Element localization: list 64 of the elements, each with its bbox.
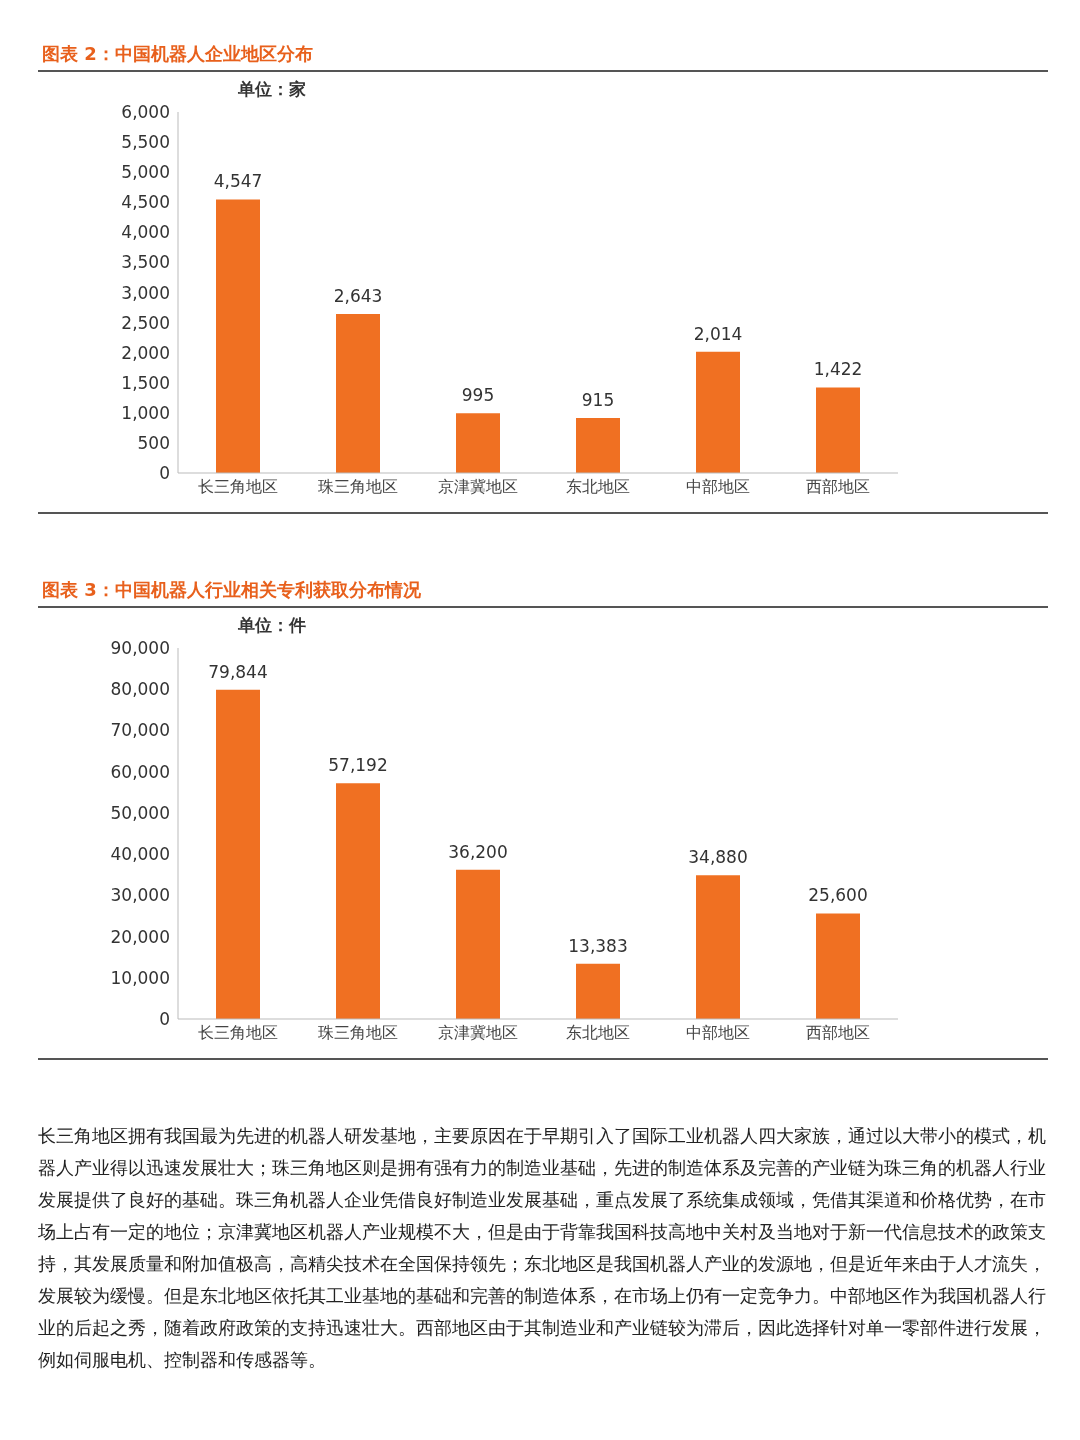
data-label: 995 <box>461 385 495 406</box>
x-tick-label: 京津冀地区 <box>438 1023 518 1043</box>
data-label: 79,844 <box>208 661 268 682</box>
y-tick-label: 70,000 <box>110 720 170 741</box>
bar <box>456 413 500 473</box>
y-tick-label: 80,000 <box>110 679 170 700</box>
bar <box>216 689 260 1019</box>
data-label: 34,880 <box>688 847 748 868</box>
text: 单位：件 <box>238 614 306 637</box>
bar <box>816 387 860 473</box>
y-tick-label: 30,000 <box>110 885 170 906</box>
bar <box>336 313 380 473</box>
y-tick-label: 0 <box>159 463 170 484</box>
x-tick-label: 珠三角地区 <box>318 477 398 497</box>
bar <box>576 963 620 1019</box>
bar <box>456 869 500 1019</box>
y-tick-label: 40,000 <box>110 844 170 865</box>
chart-title: 图表 2：中国机器人企业地区分布 <box>38 38 1048 72</box>
x-tick-label: 中部地区 <box>686 477 750 497</box>
data-label: 1,422 <box>813 359 863 380</box>
data-label: 915 <box>581 389 615 410</box>
y-tick-label: 60,000 <box>110 761 170 782</box>
y-tick-label: 50,000 <box>110 802 170 823</box>
data-label: 2,643 <box>333 285 383 306</box>
y-tick-label: 2,500 <box>121 312 170 333</box>
bar <box>576 417 620 473</box>
data-label: 57,192 <box>328 755 388 776</box>
y-tick-label: 2,000 <box>121 342 170 363</box>
data-label: 36,200 <box>448 841 508 862</box>
x-tick-label: 东北地区 <box>566 477 630 497</box>
y-tick-label: 5,500 <box>121 132 170 153</box>
x-tick-label: 西部地区 <box>806 1023 870 1043</box>
data-label: 4,547 <box>213 171 263 192</box>
x-tick-label: 长三角地区 <box>198 477 278 497</box>
y-tick-label: 4,000 <box>121 222 170 243</box>
bar <box>696 875 740 1019</box>
y-tick-label: 3,000 <box>121 282 170 303</box>
y-tick-label: 1,000 <box>121 402 170 423</box>
x-tick-label: 珠三角地区 <box>318 1023 398 1043</box>
text: 长三角地区拥有我国最为先进的机器人研发基地，主要原因在于早期引入了国际工业机器人四大家族，通过以大带小的模式，机器人产业得以迅速发展壮大；珠三角地区则是拥有强有力的制造业基础，先进的制造体系及完善的产业链为珠三角的机器人行业发展提供了良好的基础。珠三角机器人企业凭借良好制造业发展基础，重点发展了系统集成领域，凭借其渠道和价格优势，在市场上占有一定的地位；京津冀地区机器人产业规模不大，但是由于背靠我国科技高地中关村及当地对于新一代信息技术的政策支持，其发展质量和附加值极高，高精尖技术在全国保持领先；东北地区是我国机器人产业的发源地，但是近年来由于人才流失，发展较为缓慢。但是东北地区依托其工业基地的基础和完善的制造体系，在市场上仍有一定竞争力。中部地区作为我国机器人行业的后起之秀，随着政府政策的支持迅速壮大。西部地区由于其制造业和产业链较为滞后，因此选择针对单一零部件进行发展，例如伺服电机、控制器和传感器等。 <box>38 1124 1047 1372</box>
bar <box>696 351 740 473</box>
y-tick-label: 500 <box>137 432 170 453</box>
y-tick-label: 20,000 <box>110 926 170 947</box>
y-tick-label: 1,500 <box>121 372 170 393</box>
y-tick-label: 6,000 <box>121 102 170 123</box>
y-tick-label: 5,000 <box>121 162 170 183</box>
y-tick-label: 0 <box>159 1009 170 1030</box>
data-label: 13,383 <box>568 935 628 956</box>
text: 单位：家 <box>238 78 306 101</box>
bar <box>336 783 380 1019</box>
y-tick-label: 4,500 <box>121 192 170 213</box>
x-tick-label: 长三角地区 <box>198 1023 278 1043</box>
x-tick-label: 东北地区 <box>566 1023 630 1043</box>
x-tick-label: 京津冀地区 <box>438 477 518 497</box>
x-tick-label: 西部地区 <box>806 477 870 497</box>
bar <box>216 199 260 473</box>
bar <box>816 913 860 1019</box>
data-label: 2,014 <box>693 323 743 344</box>
chart-title: 图表 3：中国机器人行业相关专利获取分布情况 <box>38 574 1048 608</box>
y-tick-label: 10,000 <box>110 967 170 988</box>
y-tick-label: 90,000 <box>110 638 170 659</box>
data-label: 25,600 <box>808 885 868 906</box>
y-tick-label: 3,500 <box>121 252 170 273</box>
x-tick-label: 中部地区 <box>686 1023 750 1043</box>
